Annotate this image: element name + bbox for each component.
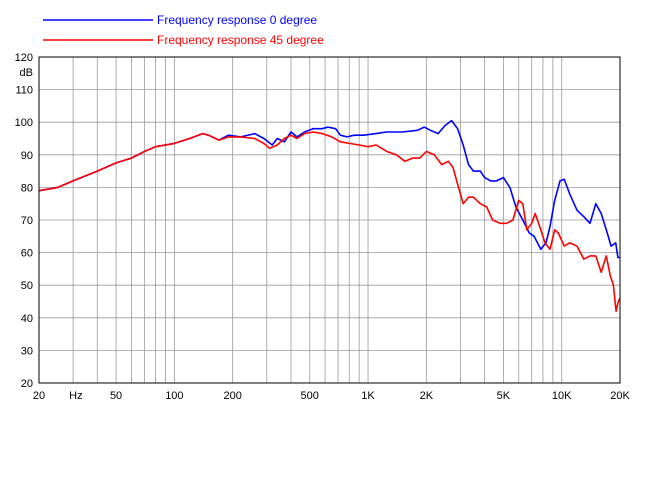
x-tick-label: 20K: [610, 390, 630, 402]
x-tick-label: 20: [33, 390, 45, 402]
plot-frame: [38, 56, 621, 384]
y-axis: 20 30 40 50 60 70 80 90 100 110 120: [15, 52, 33, 390]
x-tick-label: 200: [223, 390, 241, 402]
x-tick-label: 50: [110, 390, 122, 402]
x-tick-label: 10K: [552, 390, 572, 402]
series-line-45-degree: [38, 131, 621, 313]
chart-series: [38, 119, 621, 313]
y-tick-label: 40: [21, 313, 33, 325]
y-tick-label: 80: [21, 182, 33, 194]
y-tick-label: 90: [21, 150, 33, 162]
y-tick-label: 70: [21, 215, 33, 227]
series-line-0-degree: [38, 119, 620, 259]
y-tick-label: 60: [21, 248, 33, 260]
x-axis: 20 50 100 200 500 1K 2K 5K 10K 20K: [33, 390, 631, 402]
legend: Frequency response 0 degree Frequency res…: [43, 13, 324, 47]
y-tick-label: 30: [21, 345, 33, 357]
chart-grid: [39, 57, 620, 383]
y-tick-label: 120: [15, 52, 33, 64]
x-tick-label: 1K: [361, 390, 375, 402]
x-tick-label: 5K: [497, 390, 511, 402]
y-tick-label: 110: [15, 85, 33, 97]
legend-label: Frequency response 45 degree: [157, 33, 324, 47]
x-tick-label: 100: [165, 390, 183, 402]
x-unit-label: Hz: [69, 390, 82, 402]
x-tick-label: 500: [301, 390, 319, 402]
y-tick-label: 20: [21, 378, 33, 390]
legend-label: Frequency response 0 degree: [157, 13, 317, 27]
x-tick-label: 2K: [420, 390, 434, 402]
y-tick-label: 50: [21, 280, 33, 292]
y-tick-label: 100: [15, 117, 33, 129]
y-unit-label: dB: [20, 67, 33, 79]
